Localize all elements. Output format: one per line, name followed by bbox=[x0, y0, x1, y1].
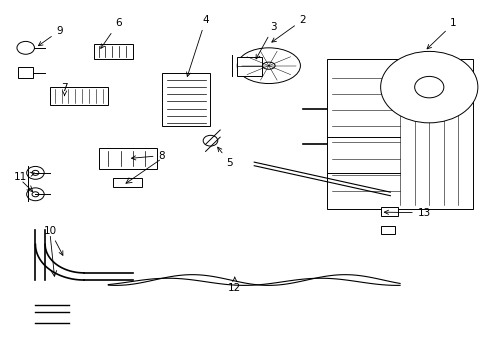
Text: 13: 13 bbox=[384, 208, 430, 218]
Circle shape bbox=[27, 188, 44, 201]
FancyBboxPatch shape bbox=[237, 57, 261, 76]
Text: 2: 2 bbox=[271, 15, 305, 42]
FancyBboxPatch shape bbox=[50, 87, 108, 105]
FancyBboxPatch shape bbox=[113, 178, 142, 187]
FancyBboxPatch shape bbox=[162, 73, 210, 126]
FancyBboxPatch shape bbox=[19, 67, 33, 78]
Circle shape bbox=[27, 166, 44, 179]
FancyBboxPatch shape bbox=[326, 59, 472, 208]
Circle shape bbox=[414, 76, 443, 98]
Ellipse shape bbox=[262, 62, 275, 69]
Circle shape bbox=[203, 135, 217, 146]
Circle shape bbox=[17, 41, 34, 54]
Text: 8: 8 bbox=[131, 150, 165, 161]
Circle shape bbox=[32, 192, 39, 197]
Text: 6: 6 bbox=[101, 18, 121, 48]
Text: 12: 12 bbox=[228, 277, 241, 293]
FancyBboxPatch shape bbox=[99, 148, 157, 169]
Text: 11: 11 bbox=[14, 172, 35, 182]
Text: 7: 7 bbox=[61, 83, 68, 95]
Ellipse shape bbox=[237, 48, 300, 84]
Text: 4: 4 bbox=[186, 15, 208, 76]
Circle shape bbox=[32, 170, 39, 175]
Text: 9: 9 bbox=[39, 26, 63, 46]
Text: 1: 1 bbox=[426, 18, 456, 49]
Circle shape bbox=[380, 51, 477, 123]
FancyBboxPatch shape bbox=[380, 207, 397, 216]
FancyBboxPatch shape bbox=[380, 226, 394, 234]
FancyBboxPatch shape bbox=[94, 44, 132, 59]
Text: 3: 3 bbox=[256, 22, 276, 59]
Text: 5: 5 bbox=[217, 147, 233, 168]
Text: 10: 10 bbox=[43, 226, 63, 255]
